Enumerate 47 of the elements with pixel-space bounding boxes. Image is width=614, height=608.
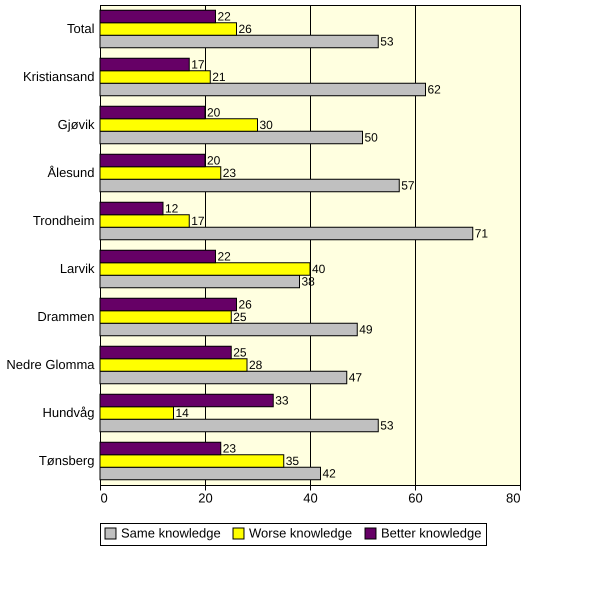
data-label: 20 (207, 106, 221, 120)
x-tick-label: 40 (303, 490, 318, 506)
data-label: 25 (233, 346, 247, 360)
legend-label: Same knowledge (121, 526, 221, 541)
x-tick-label: 60 (408, 490, 423, 506)
y-tick-label: Trondheim (32, 213, 94, 228)
x-tick-label: 80 (506, 490, 520, 506)
data-label: 17 (191, 214, 205, 228)
y-tick-label: Larvik (60, 261, 95, 276)
data-label: 22 (218, 10, 232, 24)
data-label: 35 (286, 454, 300, 468)
data-label: 26 (238, 22, 252, 36)
data-label: 40 (312, 262, 326, 276)
data-label: 42 (322, 466, 336, 480)
data-label: 71 (474, 226, 488, 240)
data-label: 33 (275, 394, 289, 408)
data-label: 17 (191, 58, 205, 72)
data-label: 21 (212, 70, 226, 84)
legend-label: Better knowledge (381, 526, 482, 541)
y-tick-label: Tønsberg (38, 453, 94, 468)
data-label: 12 (165, 202, 179, 216)
data-label: 26 (238, 298, 252, 312)
data-label: 50 (364, 130, 378, 144)
y-tick-label: Hundvåg (42, 405, 94, 420)
data-label: 22 (218, 250, 232, 264)
y-tick-label: Kristiansand (22, 69, 94, 84)
data-label: 30 (260, 118, 274, 132)
y-tick-label: Gjøvik (58, 117, 95, 132)
y-tick-label: Nedre Glomma (6, 357, 96, 372)
data-label: 47 (348, 370, 362, 384)
data-label: 62 (428, 82, 442, 96)
data-label: 28 (249, 358, 263, 372)
data-label: 23 (222, 442, 236, 456)
legend-label: Worse knowledge (249, 526, 352, 541)
data-label: 23 (222, 166, 236, 180)
data-label: 25 (233, 310, 247, 324)
y-tick-label: Drammen (37, 309, 94, 324)
data-label: 57 (401, 178, 415, 192)
y-tick-label: Ålesund (48, 165, 94, 180)
data-label: 14 (176, 406, 190, 420)
x-tick-label: 20 (198, 490, 213, 506)
data-label: 49 (359, 322, 373, 336)
data-label: 20 (207, 154, 221, 168)
y-tick-label: Total (67, 21, 95, 36)
data-label: 53 (380, 34, 394, 48)
x-tick-label: 0 (100, 490, 108, 506)
data-label: 53 (380, 418, 394, 432)
